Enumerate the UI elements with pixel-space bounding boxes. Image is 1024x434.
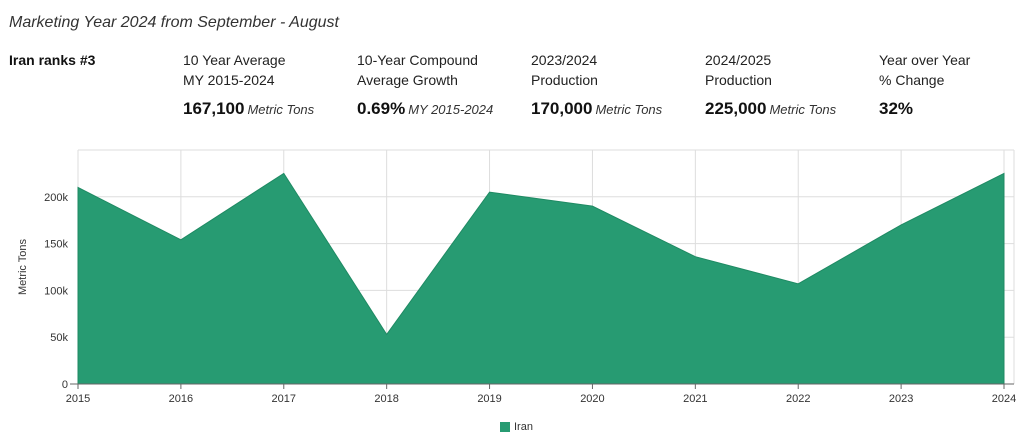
stat-production-2024-2025: 2024/2025 Production 225,000 Metric Tons bbox=[705, 50, 875, 119]
stat-value: 167,100 bbox=[183, 99, 245, 118]
stat-label: Production bbox=[705, 72, 772, 88]
x-tick-label: 2021 bbox=[683, 393, 707, 405]
chart-subtitle: Marketing Year 2024 from September - Aug… bbox=[9, 14, 339, 31]
stat-year-over-year: Year over Year % Change 32% bbox=[879, 50, 1024, 119]
x-tick-label: 2023 bbox=[889, 393, 913, 405]
stat-label: 2024/2025 bbox=[705, 52, 772, 68]
x-tick-label: 2015 bbox=[66, 393, 90, 405]
chart-legend[interactable]: Iran bbox=[500, 421, 533, 433]
stat-compound-growth: 10-Year Compound Average Growth 0.69% MY … bbox=[357, 50, 527, 119]
x-tick-label: 2024 bbox=[992, 393, 1016, 405]
stat-label: Average Growth bbox=[357, 72, 458, 88]
stat-unit: Metric Tons bbox=[769, 102, 837, 117]
rank-label: Iran ranks #3 bbox=[9, 52, 96, 68]
x-tick-label: 2018 bbox=[374, 393, 398, 405]
y-axis-label: Metric Tons bbox=[17, 238, 29, 295]
area-chart: 0 50k 100k 150k 200k 2015 2016 2017 2018 2019 2020… bbox=[17, 149, 1016, 405]
legend-swatch bbox=[500, 422, 510, 432]
stat-ten-year-average: 10 Year Average MY 2015-2024 167,100 Metr… bbox=[183, 50, 353, 119]
stat-label: 10 Year Average bbox=[183, 52, 286, 68]
area-series-iran[interactable] bbox=[77, 172, 1005, 385]
stats-panel: Iran ranks #3 10 Year Average MY 2015-20… bbox=[9, 50, 1019, 120]
stat-unit: Metric Tons bbox=[247, 102, 315, 117]
stat-value: 0.69% bbox=[357, 99, 406, 118]
stat-value: 170,000 bbox=[531, 99, 593, 118]
chart-axes: 0 50k 100k 150k 200k 2015 2016 2017 2018 2019 2020… bbox=[44, 192, 1016, 405]
stat-value: 32% bbox=[879, 99, 914, 118]
stat-value: 225,000 bbox=[705, 99, 767, 118]
stat-unit: Metric Tons bbox=[595, 102, 663, 117]
legend-label: Iran bbox=[514, 421, 533, 433]
stat-label: 2023/2024 bbox=[531, 52, 598, 68]
y-tick-label: 50k bbox=[50, 332, 68, 344]
stat-label: % Change bbox=[879, 72, 945, 88]
stat-label: Year over Year bbox=[879, 52, 971, 68]
stat-unit: MY 2015-2024 bbox=[408, 102, 494, 117]
stat-production-2023-2024: 2023/2024 Production 170,000 Metric Tons bbox=[531, 50, 701, 119]
y-tick-label: 0 bbox=[62, 379, 68, 391]
stat-label: Production bbox=[531, 72, 598, 88]
x-tick-label: 2022 bbox=[786, 393, 810, 405]
x-tick-label: 2019 bbox=[477, 393, 501, 405]
x-tick-label: 2016 bbox=[169, 393, 193, 405]
x-tick-label: 2017 bbox=[272, 393, 296, 405]
stat-label: 10-Year Compound bbox=[357, 52, 478, 68]
y-tick-label: 100k bbox=[44, 285, 68, 297]
y-tick-label: 150k bbox=[44, 239, 68, 251]
stat-label: MY 2015-2024 bbox=[183, 72, 275, 88]
x-tick-label: 2020 bbox=[580, 393, 604, 405]
y-tick-label: 200k bbox=[44, 192, 68, 204]
